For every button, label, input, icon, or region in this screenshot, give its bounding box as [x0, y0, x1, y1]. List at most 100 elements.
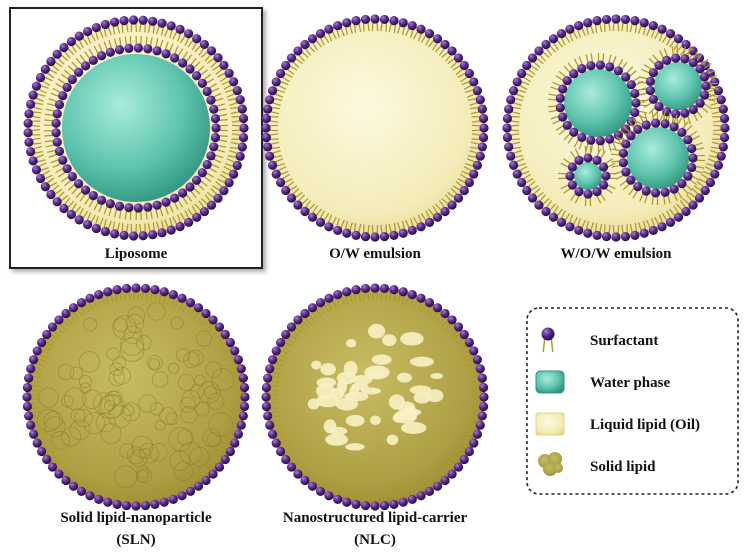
surfactant-head — [46, 56, 56, 67]
surfactant-head — [206, 200, 217, 210]
surfactant-head — [201, 308, 211, 319]
surfactant-head — [26, 420, 36, 430]
solid-grain — [119, 443, 135, 459]
surfactant-head — [265, 151, 275, 161]
surfactant-head — [54, 469, 64, 479]
surfactant-head — [342, 497, 352, 507]
surfactant-head — [237, 142, 247, 152]
surfactant-head — [669, 122, 679, 132]
surfactant-head — [508, 160, 519, 170]
oil-pocket — [345, 443, 365, 451]
solid-grain — [78, 351, 101, 373]
surfactant-head — [633, 124, 643, 135]
surfactant-head — [586, 61, 596, 71]
surfactant-head — [32, 346, 42, 356]
surfactant-head — [601, 14, 612, 25]
surfactant-head — [209, 142, 219, 152]
surfactant-head — [152, 46, 162, 56]
surfactant-head — [47, 462, 58, 472]
surfactant-head — [28, 90, 38, 100]
solid-grain — [93, 392, 116, 415]
surfactant-head — [193, 481, 204, 491]
surfactant-head — [184, 29, 194, 39]
surfactant-head — [504, 142, 514, 152]
surfactant-head — [453, 322, 464, 332]
surfactant-head — [713, 86, 724, 96]
surfactant-head — [592, 186, 602, 197]
surfactant-head — [52, 197, 62, 207]
legend-label: Liquid lipid (Oil) — [590, 417, 700, 433]
surfactant-head — [324, 24, 334, 34]
surfactant-head — [267, 429, 278, 439]
surfactant-head — [680, 108, 690, 118]
surfactant-head — [22, 392, 32, 402]
surfactant-head — [479, 392, 489, 402]
surfactant-head — [342, 228, 352, 238]
surfactant-head — [379, 500, 390, 511]
surfactant-head — [26, 364, 36, 374]
surfactant-head — [211, 123, 221, 133]
surfactant-head — [240, 392, 250, 402]
surfactant-head — [54, 100, 65, 110]
surfactant-head — [24, 373, 34, 383]
solid-grain — [69, 419, 91, 441]
surfactant-head — [66, 209, 76, 220]
surfactant-head — [239, 382, 250, 393]
surfactant-head — [555, 103, 565, 113]
surfactant-head — [562, 120, 572, 130]
surfactant-head — [639, 228, 649, 238]
surfactant-head — [699, 72, 710, 82]
surfactant-head — [506, 151, 516, 161]
surfactant-head — [464, 446, 474, 457]
surfactant-head — [261, 132, 272, 143]
surfactant-head — [110, 17, 120, 27]
surfactant-head — [447, 315, 457, 325]
surfactant-head — [67, 171, 78, 182]
solid-grain — [194, 401, 210, 417]
surfactant-head — [601, 231, 612, 242]
surfactant-head — [263, 373, 273, 383]
surfactant-head — [76, 298, 87, 308]
surfactant-head — [360, 14, 371, 25]
surfactant-head — [447, 469, 457, 479]
surfactant-head — [178, 58, 188, 68]
surfactant-head — [398, 18, 408, 28]
surfactant-head — [230, 438, 240, 448]
surfactant-head — [40, 182, 50, 192]
surfactant-head — [669, 184, 679, 194]
surfactant-head — [293, 315, 303, 325]
surfactant-head — [574, 20, 584, 31]
surfactant-head — [569, 69, 579, 79]
surfactant-head — [114, 201, 125, 211]
surfactant-head — [548, 212, 559, 222]
surfactant-head — [527, 193, 538, 203]
surfactant-head — [342, 287, 352, 297]
solid-grain — [112, 356, 127, 370]
surfactant-head — [22, 382, 33, 393]
oil-pocket — [361, 387, 381, 395]
surfactant-head — [103, 497, 113, 507]
surfactant-head — [651, 118, 661, 128]
surfactant-head — [641, 186, 651, 196]
surfactant-head — [598, 162, 609, 172]
surfactant-head — [639, 18, 649, 28]
surfactant-head — [185, 64, 195, 74]
solid-grain — [138, 443, 159, 464]
surfactant-head — [28, 429, 39, 439]
surfactant-head — [233, 355, 244, 365]
solid-grain — [165, 412, 179, 426]
surfactant-head — [398, 287, 408, 297]
surfactant-head — [103, 287, 113, 297]
solid-grain — [83, 317, 98, 332]
surfactant-head — [660, 187, 670, 197]
surfactant-head — [558, 112, 568, 122]
surfactant-head — [140, 283, 151, 294]
surfactant-head — [225, 337, 235, 348]
surfactant-head — [85, 491, 95, 501]
surfactant-head — [121, 283, 132, 294]
surfactant-head — [475, 420, 485, 430]
surfactant-head — [192, 71, 202, 81]
surfactant-head — [286, 322, 297, 332]
surfactant-head — [265, 364, 275, 374]
surfactant-head — [32, 438, 42, 448]
